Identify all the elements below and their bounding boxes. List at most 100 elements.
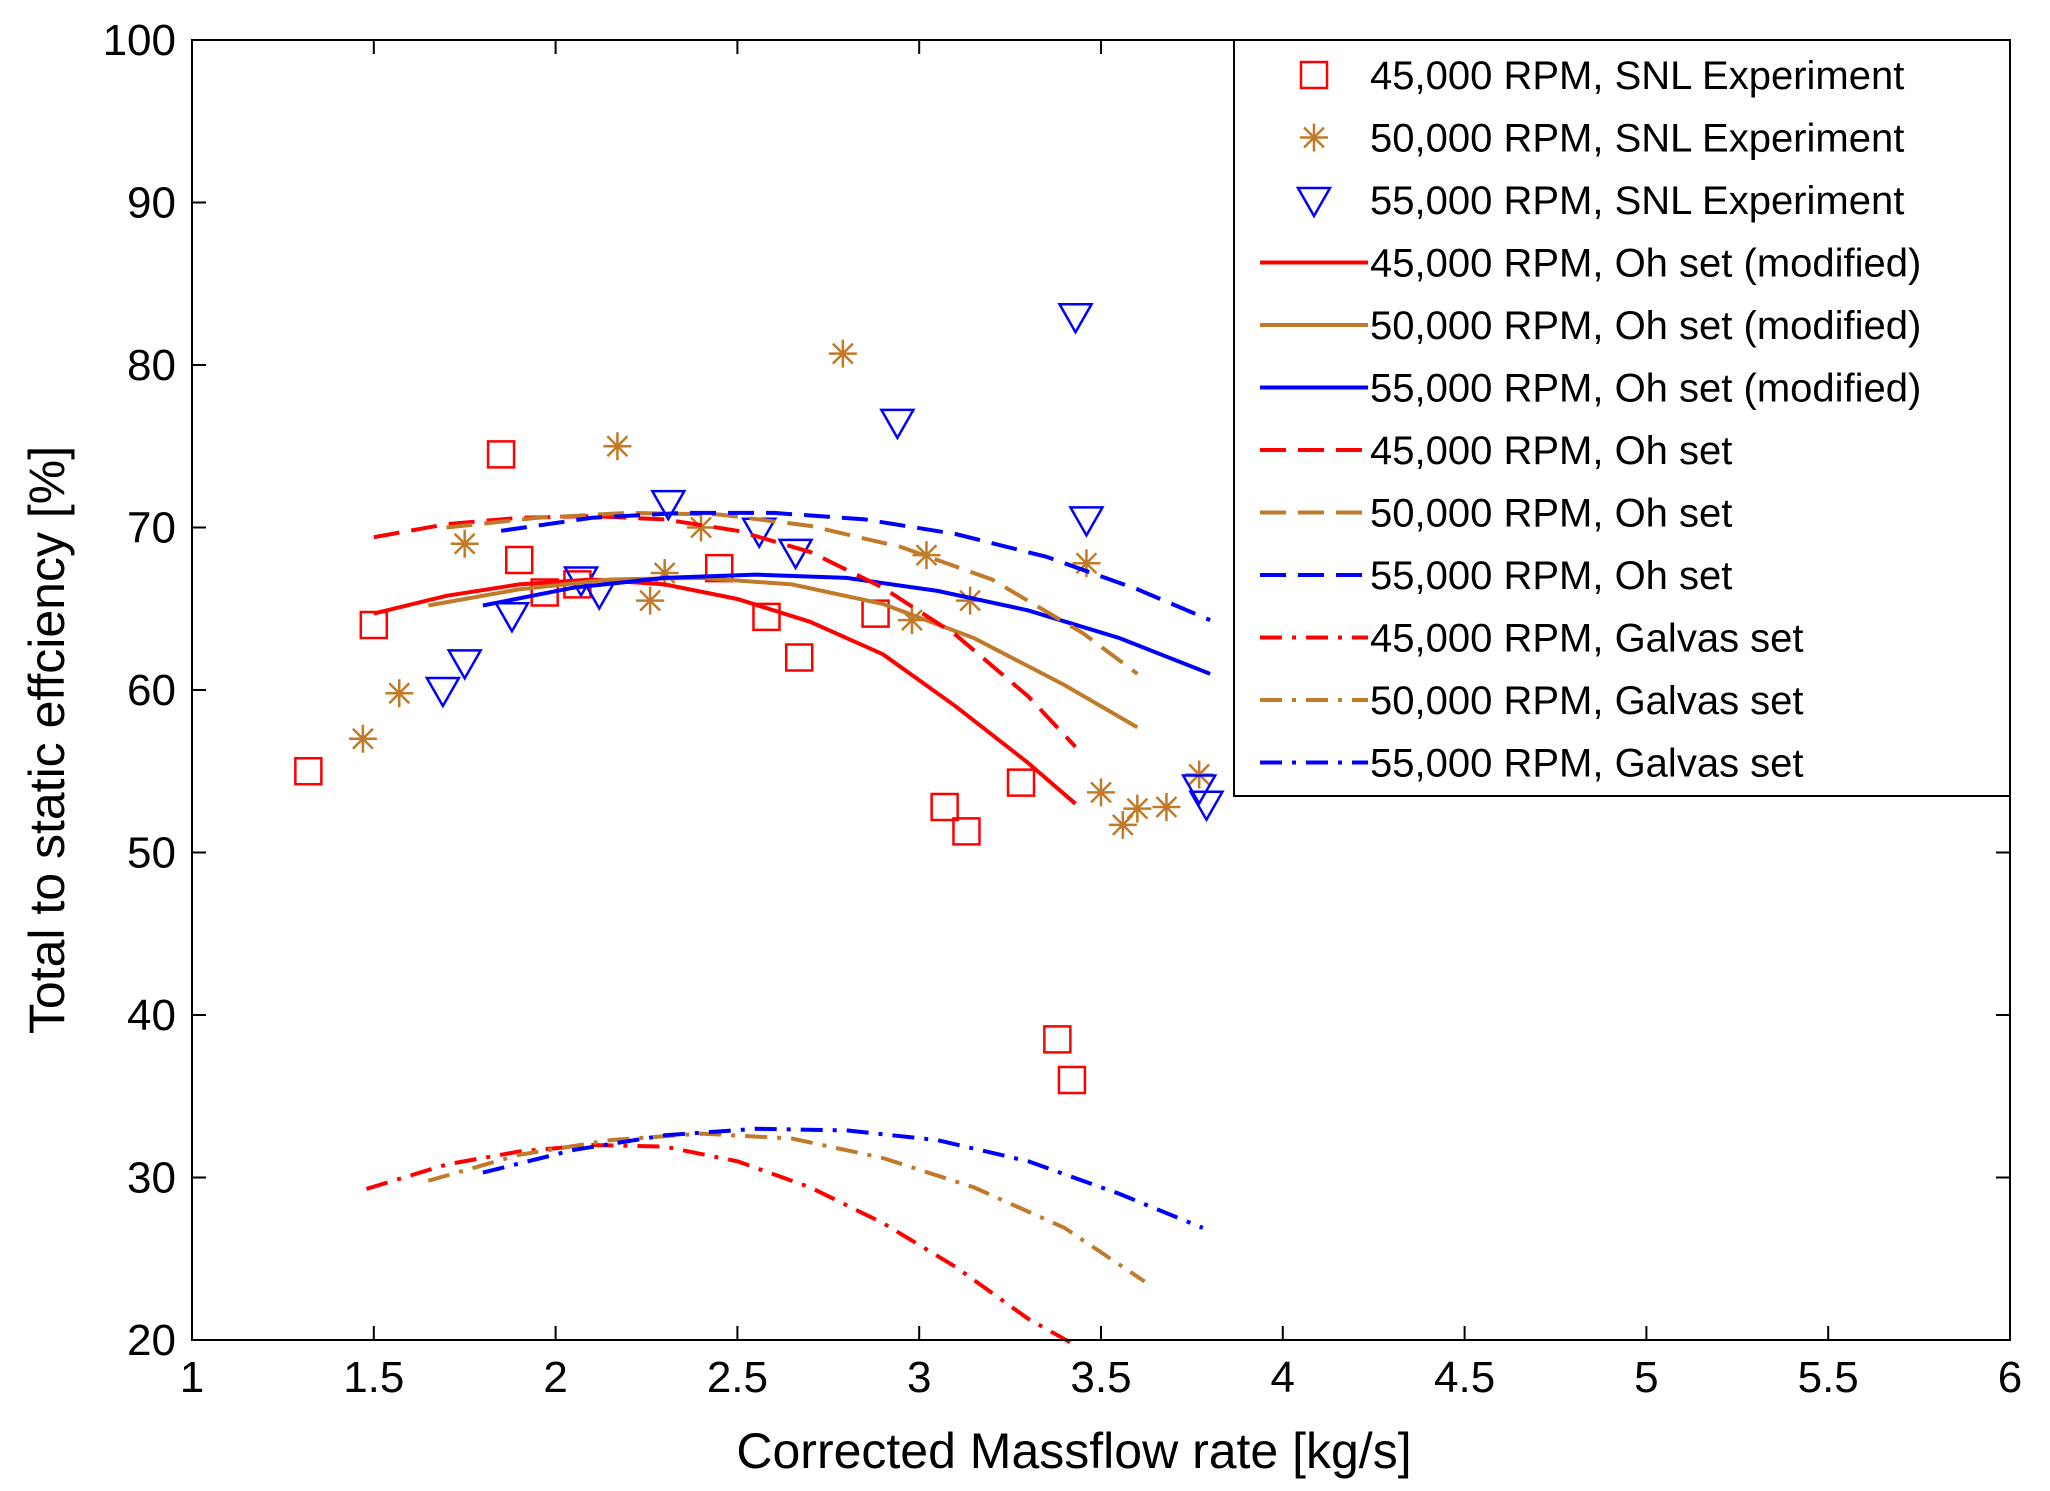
data-point [1087,778,1115,807]
series-line [446,510,1139,676]
legend-label: 45,000 RPM, Oh set (modified) [1370,242,1921,286]
data-point [294,757,323,786]
data-point [1068,506,1105,538]
data-point [1188,790,1225,823]
data-point [504,545,534,575]
x-tick-label: 1 [180,1353,204,1402]
legend-label: 45,000 RPM, SNL Experiment [1370,54,1904,98]
series-line [373,577,1077,806]
legend-label: 45,000 RPM, Galvas set [1370,617,1804,661]
legend-entry: 50,000 RPM, Oh set [1260,492,1732,536]
series-line [427,575,1139,730]
y-tick-label: 20 [127,1316,176,1365]
series-7 [446,510,1139,676]
data-point [603,432,632,461]
data-point [1057,1065,1087,1095]
legend-entry: 45,000 RPM, SNL Experiment [1299,54,1904,98]
legend-label: 55,000 RPM, Oh set (modified) [1370,367,1921,411]
y-tick-label: 50 [127,829,176,878]
x-tick-label: 1.5 [343,1353,404,1402]
series-11 [482,1126,1204,1230]
legend-label: 50,000 RPM, Oh set (modified) [1370,304,1921,348]
series-5 [482,572,1211,676]
series-line [427,1131,1146,1284]
data-point [952,817,981,846]
series-line [500,510,1211,622]
x-axis-label: Corrected Massflow rate [kg/s] [736,1423,1411,1479]
legend-swatch [1300,123,1328,152]
legend-label: 55,000 RPM, Oh set [1370,554,1732,598]
legend-label: 55,000 RPM, SNL Experiment [1370,179,1904,223]
data-point [1006,768,1036,797]
data-point [897,606,926,635]
data-point [650,489,687,522]
y-tick-label: 40 [127,991,176,1040]
y-tick-label: 100 [103,16,176,65]
x-tick-label: 2.5 [707,1353,768,1402]
legend-label: 55,000 RPM, Galvas set [1370,742,1804,786]
series-4 [427,575,1139,730]
data-point [752,602,781,632]
series-8 [500,510,1211,622]
data-point [385,679,414,708]
y-axis-label: Total to static effciency [%] [19,446,75,1034]
legend-label: 50,000 RPM, SNL Experiment [1370,117,1904,161]
series-line [365,1142,1073,1346]
legend-entry: 50,000 RPM, Oh set (modified) [1260,304,1921,348]
x-tick-label: 5 [1634,1353,1658,1402]
data-point [650,559,679,587]
y-tick-label: 80 [127,341,176,390]
legend-entry: 55,000 RPM, Galvas set [1260,742,1804,786]
legend-entry: 45,000 RPM, Oh set [1260,429,1732,473]
legend-entry: 45,000 RPM, Galvas set [1260,617,1804,661]
legend-entry: 50,000 RPM, Galvas set [1260,679,1804,723]
data-point [828,339,857,368]
legend-label: 45,000 RPM, Oh set [1370,429,1732,473]
series-line [373,514,1077,749]
data-point [486,440,516,469]
data-point [777,538,814,571]
y-tick-label: 30 [127,1154,176,1203]
data-point [450,529,479,558]
legend-box [1233,39,2011,797]
series-10 [427,1131,1146,1284]
legend-swatch [1295,186,1333,219]
data-point [424,676,462,709]
data-point [879,408,916,441]
x-tick-label: 5.5 [1798,1353,1859,1402]
legend-label: 50,000 RPM, Oh set [1370,492,1732,536]
tick-labels: 1 1.5 2 2.5 3 3.5 4 4.5 5 5.5 6 20 30 40 50 60 70 80 90 100 [103,16,2023,1402]
legend-entry: 45,000 RPM, Oh set (modified) [1260,242,1921,286]
series-layer [294,303,1225,1346]
data-point [446,649,483,681]
legend-entry: 50,000 RPM, SNL Experiment [1300,117,1904,161]
legend: 45,000 RPM, SNL Experiment 50,000 RPM, SN… [1233,39,2011,797]
legend-swatch [1299,60,1329,90]
x-tick-label: 6 [1998,1353,2022,1402]
data-point [636,586,665,615]
series-3 [373,577,1077,806]
series-9 [365,1142,1073,1346]
y-tick-label: 90 [127,179,176,228]
data-point [348,724,377,753]
data-point [1108,810,1137,839]
data-point [1123,794,1152,823]
data-point [912,541,941,570]
y-tick-label: 60 [127,666,176,715]
data-point [493,602,531,634]
series-line [482,1126,1204,1230]
x-tick-label: 4 [1271,1353,1295,1402]
x-tick-label: 3 [907,1353,931,1402]
x-tick-label: 2 [543,1353,567,1402]
data-point [1152,793,1181,821]
series-line [482,572,1211,676]
x-tick-label: 4.5 [1434,1353,1495,1402]
data-point [930,792,959,822]
legend-entry: 55,000 RPM, Oh set (modified) [1260,367,1921,411]
series-6 [373,514,1077,749]
x-tick-label: 3.5 [1070,1353,1131,1402]
data-point [1181,774,1218,807]
data-point [1057,303,1094,335]
data-point [1072,549,1101,578]
